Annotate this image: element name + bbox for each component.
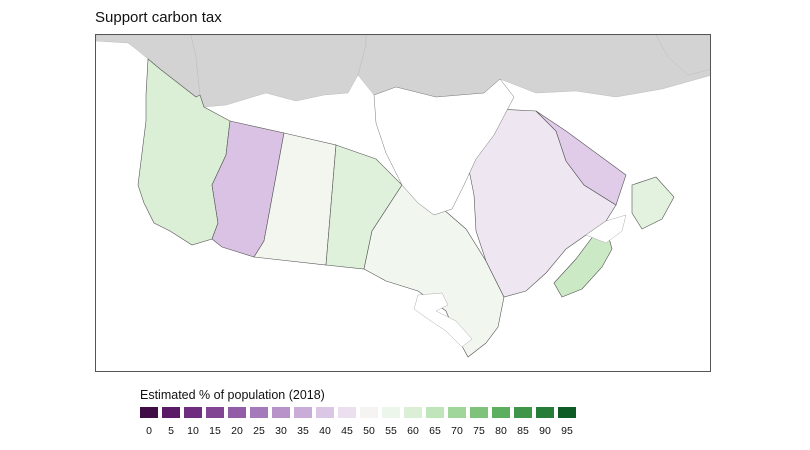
legend-swatch: [404, 407, 422, 418]
legend-swatch: [250, 407, 268, 418]
legend-swatch: [360, 407, 378, 418]
legend-swatch: [162, 407, 180, 418]
legend-tick-label: 75: [473, 425, 485, 437]
legend-tick-label: 60: [407, 425, 419, 437]
legend-swatch: [140, 407, 158, 418]
greenland-edge: [655, 35, 710, 76]
legend-swatch: [558, 407, 576, 418]
legend-swatch: [294, 407, 312, 418]
legend-tick-label: 45: [341, 425, 353, 437]
legend-tick-label: 20: [231, 425, 243, 437]
legend-swatches: [140, 407, 576, 418]
legend-tick-label: 85: [517, 425, 529, 437]
region-ontario: [363, 184, 505, 358]
legend-swatch: [426, 407, 444, 418]
legend-swatch: [514, 407, 532, 418]
region-labrador: [535, 110, 627, 206]
legend-title: Estimated % of population (2018): [140, 388, 325, 402]
arctic-region: [190, 35, 367, 108]
legend-tick-label: 35: [297, 425, 309, 437]
hudson-bay: [373, 78, 515, 216]
legend-swatch: [184, 407, 202, 418]
legend-tick-label: 70: [451, 425, 463, 437]
legend-tick-label: 40: [319, 425, 331, 437]
legend-tick-label: 25: [253, 425, 265, 437]
map-panel: [95, 34, 711, 372]
gulf-st-lawrence: [585, 214, 627, 244]
legend-tick-label: 10: [187, 425, 199, 437]
legend-tick-label: 80: [495, 425, 507, 437]
legend-swatch: [338, 407, 356, 418]
region-maritimes: [553, 226, 613, 298]
legend-swatch: [316, 407, 334, 418]
legend-swatch: [206, 407, 224, 418]
legend-swatch: [228, 407, 246, 418]
arctic-islands: [357, 35, 710, 98]
legend-swatch: [536, 407, 554, 418]
legend-tick-label: 0: [146, 425, 152, 437]
region-saskatchewan: [253, 132, 337, 266]
legend-tick-label: 15: [209, 425, 221, 437]
legend-tick-label: 90: [539, 425, 551, 437]
legend-tick-label: 65: [429, 425, 441, 437]
legend-tick-label: 55: [385, 425, 397, 437]
legend-swatch: [492, 407, 510, 418]
legend-tick-label: 30: [275, 425, 287, 437]
map-title: Support carbon tax: [95, 9, 222, 26]
legend-swatch: [382, 407, 400, 418]
legend-tick-label: 50: [363, 425, 375, 437]
region-newfoundland: [631, 176, 675, 230]
legend-swatch: [448, 407, 466, 418]
legend-swatch: [272, 407, 290, 418]
canada-map: [96, 35, 710, 358]
legend-tick-label: 5: [168, 425, 174, 437]
legend-labels: 0 5 10 15 20 25 30 35 40 45 50 55 60 65 70 75 80 85 90 95: [140, 425, 680, 439]
legend-swatch: [470, 407, 488, 418]
legend-tick-label: 95: [561, 425, 573, 437]
great-lakes: [413, 292, 473, 348]
